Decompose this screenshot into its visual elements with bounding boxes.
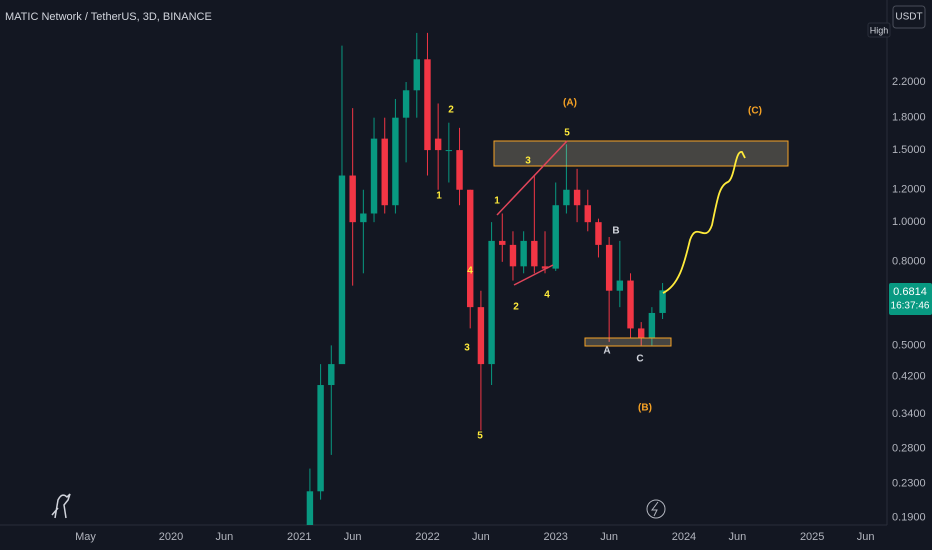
candle-body [531, 240, 538, 267]
chart-title: MATIC Network / TetherUS, 3D, BINANCE [5, 11, 212, 23]
countdown: 16:37:46 [891, 301, 930, 312]
x-tick-label: 2021 [287, 531, 311, 543]
candle-body [509, 244, 517, 267]
candle-body [584, 205, 591, 223]
x-tick-label: 2020 [159, 531, 183, 543]
wave-label: 3 [525, 156, 531, 167]
x-tick-label: Jun [729, 531, 747, 543]
x-tick-label: Jun [857, 531, 875, 543]
candle-body [413, 59, 420, 91]
y-tick-label: 0.3400 [892, 408, 926, 420]
y-tick-label: 0.1900 [892, 511, 926, 523]
x-tick-label: Jun [472, 531, 490, 543]
candle-body [445, 150, 453, 152]
replay-icon [651, 501, 659, 517]
last-price: 0.6814 [893, 286, 927, 298]
wave-label: 5 [477, 431, 483, 442]
candle-body [659, 290, 666, 313]
currency-button[interactable] [892, 5, 926, 29]
y-tick-label: 0.4200 [892, 370, 926, 382]
candle-body [392, 117, 399, 206]
y-tick-label: 0.5000 [892, 339, 926, 351]
y-tick-label: 1.2000 [892, 184, 926, 196]
candle-body [434, 138, 442, 151]
wave-label: 3 [464, 343, 470, 354]
triangle-lower [513, 264, 554, 286]
resistance-zone [493, 140, 789, 167]
candle-body [563, 189, 570, 206]
candle-body [477, 307, 485, 365]
candle-body [573, 189, 581, 206]
candle-body [552, 205, 559, 269]
wave-label: 4 [467, 266, 473, 277]
candle-body [306, 491, 314, 525]
y-tick-label: 0.2800 [892, 442, 926, 454]
wave-label: 5 [564, 128, 570, 139]
projection-path [662, 151, 746, 294]
y-tick-label: 2.2000 [892, 76, 926, 88]
candle-body [499, 240, 506, 245]
candle-body [520, 240, 527, 267]
x-tick-label: Jun [600, 531, 618, 543]
plot-area [306, 32, 666, 525]
candle-body [648, 312, 656, 339]
wave-label: A [603, 346, 610, 357]
candle-body [424, 59, 431, 151]
x-tick-label: 2025 [800, 531, 824, 543]
high-tag: High [870, 25, 889, 35]
candle-body [488, 240, 495, 365]
wave-label: 4 [544, 290, 550, 301]
candle-body [370, 138, 378, 214]
candle-body [541, 266, 549, 269]
candle-body [605, 244, 613, 291]
x-tick-label: Jun [344, 531, 362, 543]
y-tick-label: 1.0000 [892, 216, 926, 228]
y-tick-label: 1.5000 [892, 144, 926, 156]
currency-label[interactable]: USDT [895, 12, 922, 23]
candle-body [338, 175, 346, 365]
wave-label: (C) [748, 106, 762, 117]
candle-body [381, 138, 388, 206]
replay-button[interactable] [646, 499, 666, 519]
wave-label: (B) [638, 403, 652, 414]
y-tick-label: 0.2300 [892, 477, 926, 489]
wave-label: (A) [563, 98, 577, 109]
candle-body [328, 364, 335, 386]
x-tick-label: May [75, 531, 96, 543]
x-tick-label: Jun [216, 531, 234, 543]
candle-body [349, 175, 356, 223]
logo[interactable] [51, 493, 71, 519]
candle-body [467, 189, 474, 308]
x-tick-label: 2023 [543, 531, 567, 543]
wave-label: 2 [448, 105, 454, 116]
candle-body [402, 90, 410, 118]
annotations: (A) (C) (B) 2 1 4 3 5 1 3 5 2 4 B A C [436, 98, 762, 442]
wave-label: 2 [513, 302, 519, 313]
price-tag-bg [889, 283, 932, 315]
candle-body [616, 280, 624, 291]
x-tick-label: 2022 [415, 531, 439, 543]
candle-body [595, 222, 602, 245]
wave-label: 1 [436, 191, 442, 202]
y-tick-label: 1.8000 [892, 112, 926, 124]
high-tag-bg [867, 22, 891, 38]
support-zone [584, 337, 672, 347]
wave-label: B [612, 226, 619, 237]
candle-body [637, 328, 645, 339]
y-tick-label: 0.8000 [892, 256, 926, 268]
triangle-upper [496, 140, 568, 216]
candle-body [456, 150, 463, 190]
wave-label: 1 [494, 196, 500, 207]
candle-body [360, 213, 367, 223]
wave-label: C [636, 354, 643, 365]
candle-body [317, 385, 324, 492]
x-tick-label: 2024 [672, 531, 696, 543]
candle-body [627, 280, 634, 329]
